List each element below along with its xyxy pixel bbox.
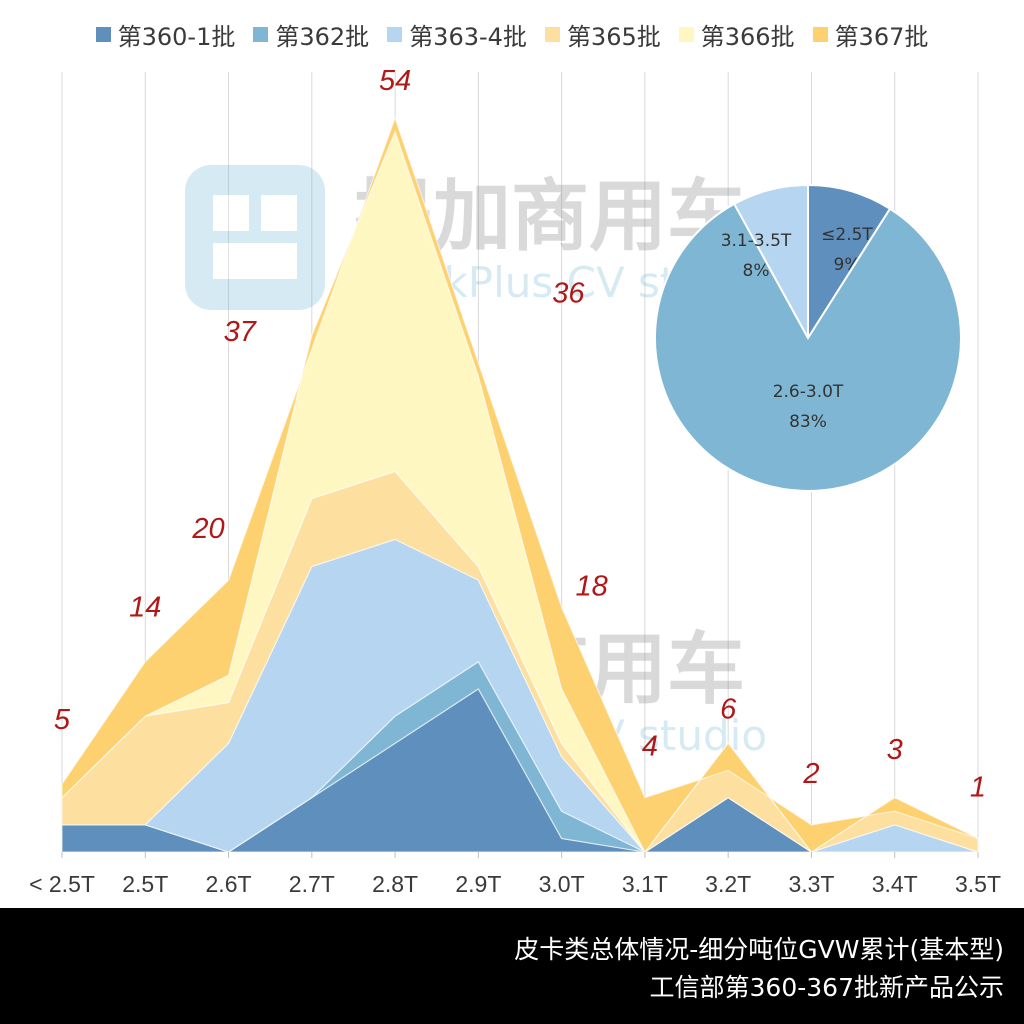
legend-item: 第360-1批 <box>95 17 236 52</box>
legend-label: 第365批 <box>566 22 661 51</box>
area-series-6 <box>61 116 979 854</box>
pie-slice <box>807 183 892 342</box>
legend-label: 第362批 <box>275 22 370 51</box>
legend-swatch <box>678 26 694 42</box>
legend-label: 第360-1批 <box>117 22 236 51</box>
total-label: 5 <box>54 704 71 736</box>
pie-slice-label: 3.1-3.5T <box>721 231 792 251</box>
pie-slice-label: 2.6-3.0T <box>773 382 844 402</box>
legend-swatch <box>253 26 269 42</box>
legend-label: 第366批 <box>700 22 795 51</box>
x-tick-label: 3.2T <box>705 871 751 897</box>
total-label: 6 <box>720 693 737 725</box>
area-series-group <box>61 116 979 854</box>
x-tick-label: 2.6T <box>206 871 252 897</box>
x-tick-label: 2.9T <box>455 871 501 897</box>
x-tick-label: 3.1T <box>622 871 668 897</box>
chart-legend: 第360-1批 第362批 第363-4批 第365批 第366批 第367批 <box>0 14 1024 54</box>
legend-label: 第363-4批 <box>409 22 527 51</box>
legend-label: 第367批 <box>834 22 929 51</box>
footer-title: 皮卡类总体情况-细分吨位GVW累计(基本型) <box>514 935 1004 964</box>
legend-item: 第362批 <box>253 17 369 52</box>
total-label: 14 <box>129 592 161 624</box>
total-label: 3 <box>887 734 903 766</box>
total-label: 18 <box>576 570 608 602</box>
x-axis-ticks: < 2.5T 2.5T 2.6T 2.7T 2.8T 2.9T 3.0T 3.1T 3.2T 3.… <box>29 852 1001 897</box>
legend-item: 第367批 <box>812 17 929 52</box>
total-label: 4 <box>642 731 658 763</box>
total-label: 54 <box>379 65 411 97</box>
x-tick-label: 3.4T <box>872 871 918 897</box>
legend-item: 第363-4批 <box>387 17 527 52</box>
total-labels: 5 14 20 37 54 36 18 4 6 2 3 1 <box>54 65 986 803</box>
watermark-logo <box>185 165 325 310</box>
footer-subtitle: 工信部第360-367批新产品公示 <box>649 973 1004 1002</box>
total-label: 2 <box>802 758 819 790</box>
x-tick-label: 2.8T <box>372 871 418 897</box>
x-tick-label: < 2.5T <box>29 871 95 897</box>
total-label: 20 <box>191 513 224 545</box>
x-tick-label: 2.7T <box>289 871 335 897</box>
total-label: 36 <box>552 278 585 310</box>
legend-item: 第366批 <box>678 17 795 52</box>
legend-swatch <box>387 26 403 42</box>
pie-slice <box>732 183 809 339</box>
legend-item: 第365批 <box>544 17 661 52</box>
x-tick-label: 3.5T <box>955 871 1001 897</box>
x-tick-label: 2.5T <box>122 871 168 897</box>
total-label: 37 <box>224 316 258 348</box>
pie-slice-percent: 8% <box>743 261 770 281</box>
pie-slice-label: ≤2.5T <box>821 225 873 245</box>
legend-swatch <box>812 26 828 42</box>
x-tick-label: 3.0T <box>539 871 585 897</box>
footer-caption: 皮卡类总体情况-细分吨位GVW累计(基本型) 工信部第360-367批新产品公示 <box>0 908 1024 1024</box>
x-tick-label: 3.3T <box>788 871 834 897</box>
total-label: 1 <box>970 771 986 803</box>
legend-swatch <box>95 26 111 42</box>
legend-swatch <box>544 26 560 42</box>
pie-slice <box>654 202 962 492</box>
pie-slice-percent: 83% <box>789 412 827 432</box>
